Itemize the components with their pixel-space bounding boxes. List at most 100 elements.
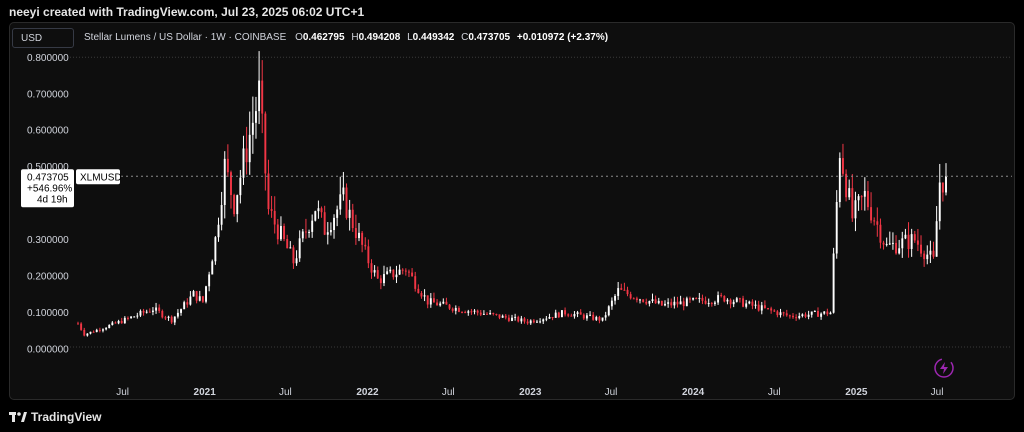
candle-body: [111, 322, 114, 325]
candle-body: [876, 221, 879, 225]
candle-body: [679, 301, 682, 305]
candle-body: [255, 111, 257, 123]
candle-body: [904, 234, 907, 239]
chart-panel[interactable]: [9, 22, 1015, 400]
candle-body: [873, 220, 876, 222]
candle-body: [738, 298, 741, 300]
candle-body: [198, 296, 201, 301]
candle-body: [195, 291, 198, 301]
currency-selector-button[interactable]: USD: [12, 28, 74, 48]
candle-body: [845, 173, 848, 198]
candle-body: [866, 190, 869, 208]
candle-body: [676, 301, 679, 305]
candle-body: [133, 316, 136, 318]
candle-body: [526, 321, 529, 324]
candle-body: [607, 306, 610, 316]
candle-body: [629, 294, 632, 299]
candle-body: [251, 122, 254, 135]
candle-body: [136, 315, 139, 317]
candle-body: [757, 304, 760, 311]
candle-body: [548, 316, 551, 319]
candle-body: [383, 274, 385, 284]
candle-body: [176, 312, 179, 317]
candle-body: [879, 224, 882, 243]
candle-body: [913, 234, 916, 241]
candle-body: [536, 321, 538, 323]
candle-body: [130, 316, 133, 319]
candle-body: [589, 314, 592, 316]
low-label: L: [407, 32, 413, 43]
ticker-tag-box: [76, 169, 120, 185]
open-value: 0.462795: [302, 32, 345, 43]
candle-body: [623, 289, 626, 291]
candle-body: [270, 209, 273, 211]
candle-body: [448, 304, 451, 309]
candle-body: [545, 318, 548, 320]
candle-body: [798, 315, 801, 319]
candle-body: [829, 312, 832, 315]
x-tick-label: Jul: [442, 387, 455, 398]
candle-body: [707, 303, 710, 305]
candle-body: [239, 177, 242, 196]
candle-body: [576, 312, 579, 315]
candle-body: [98, 329, 101, 331]
candle-body: [579, 312, 582, 315]
candle-body: [511, 317, 513, 321]
candle-body: [211, 261, 214, 275]
candle-body: [823, 311, 826, 314]
candle-body: [813, 310, 816, 312]
candle-body: [682, 301, 685, 307]
candle-body: [604, 315, 607, 318]
candle-body: [554, 312, 557, 318]
candle-body: [517, 316, 520, 322]
candle-body: [779, 312, 782, 316]
candle-body: [261, 80, 264, 114]
candle-body: [748, 301, 751, 304]
price-tag-countdown: 4d 19h: [37, 194, 68, 205]
candle-body: [704, 300, 707, 304]
candle-body: [467, 311, 470, 313]
candle-body: [673, 301, 676, 306]
candle-body: [841, 158, 844, 174]
candle-body: [664, 303, 666, 306]
x-tick-label: Jul: [279, 387, 292, 398]
candle-body: [83, 329, 86, 336]
candle-body: [891, 242, 894, 244]
x-tick-label: 2023: [519, 387, 542, 398]
candle-body: [651, 299, 654, 302]
candle-body: [183, 302, 186, 310]
candle-body: [279, 226, 282, 240]
candle-body: [276, 224, 279, 240]
candle-body: [760, 305, 763, 311]
x-tick-label: Jul: [931, 387, 944, 398]
candle-body: [901, 238, 904, 249]
candle-body: [186, 302, 189, 305]
change-value: +0.010972 (+2.37%): [516, 32, 609, 43]
candle-body: [660, 300, 663, 306]
candle-body: [926, 254, 929, 260]
candle-body: [654, 299, 657, 304]
candle-body: [713, 302, 716, 304]
candle-body: [685, 298, 688, 307]
candle-body: [614, 295, 617, 301]
candle-body: [407, 271, 410, 273]
candle-body: [105, 328, 108, 330]
candle-body: [838, 158, 841, 203]
x-tick-label: 2024: [682, 387, 705, 398]
tradingview-logo[interactable]: TradingView: [9, 409, 101, 425]
candle-body: [117, 321, 120, 324]
candle-body: [236, 195, 239, 215]
candle-body: [557, 312, 560, 318]
candle-body: [170, 316, 173, 323]
candle-body: [595, 317, 598, 320]
candle-body: [482, 313, 485, 315]
y-tick-label: 0.800000: [27, 53, 69, 64]
candle-body: [161, 310, 164, 318]
candle-body: [439, 303, 442, 306]
low-value: 0.449342: [412, 32, 455, 43]
candle-body: [414, 276, 417, 289]
candle-body: [201, 296, 204, 302]
candle-body: [376, 270, 379, 279]
candle-body: [208, 274, 211, 287]
